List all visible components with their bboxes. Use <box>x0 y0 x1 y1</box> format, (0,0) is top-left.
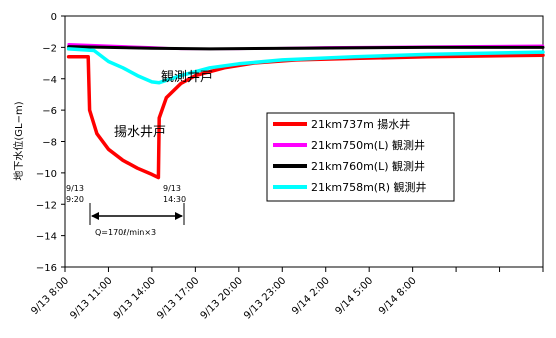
x-tick-label: 9/13 11:00 <box>68 275 114 321</box>
legend-box <box>266 112 455 202</box>
y-tick-label: −10 <box>36 169 57 180</box>
y-tick-label: −12 <box>36 200 57 211</box>
series-line <box>67 45 545 51</box>
x-tick-label: 9/13 23:00 <box>242 275 288 321</box>
annotation-arrowhead-left <box>91 212 99 220</box>
x-tick-label: 9/13 14:00 <box>112 275 158 321</box>
x-tick-label: 9/14 2:00 <box>290 275 332 317</box>
annotation-flow-rate: Q=170ℓ/min×3 <box>95 228 156 237</box>
series-line <box>66 47 545 85</box>
x-tick-label: 9/13 17:00 <box>155 275 201 321</box>
y-tick-label: −8 <box>42 138 57 149</box>
legend: 21km737m 揚水井 21km750m(L) 観測井 21km760m(L) 観… <box>266 112 455 202</box>
y-tick-label: 0 <box>51 12 57 23</box>
series-layer <box>66 42 545 180</box>
annotation-arrowhead-right <box>175 212 183 220</box>
x-tick-label: 9/13 20:00 <box>199 275 245 321</box>
y-axis-label: 地下水位(GL−m) <box>12 101 25 180</box>
annotation-start-time: 9:20 <box>66 195 84 204</box>
legend-entry: 21km758m(R) 観測井 <box>311 180 427 194</box>
y-tick-label: −14 <box>36 232 57 243</box>
y-tick-label: −6 <box>42 106 57 117</box>
y-axis-ticks: 0 −2 −4 −6 −8 −10 −12 −14 −16 <box>36 12 65 274</box>
annotation-start-date: 9/13 <box>66 184 84 193</box>
legend-entry: 21km737m 揚水井 <box>311 117 410 131</box>
x-tick-label: 9/14 5:00 <box>334 275 376 317</box>
y-tick-label: −4 <box>42 75 57 86</box>
annotation-observation-well: 観測井戸 <box>161 70 213 85</box>
x-tick-label: 9/13 8:00 <box>29 275 71 317</box>
legend-entry: 21km760m(L) 観測井 <box>311 159 425 173</box>
annotation-end-time: 14:30 <box>163 195 186 204</box>
x-axis-ticks: 9/13 8:009/13 11:009/13 14:009/13 17:009… <box>29 267 544 322</box>
annotation-pumping-well: 揚水井戸 <box>114 124 166 140</box>
y-tick-label: −16 <box>36 263 57 274</box>
annotation-end-date: 9/13 <box>163 184 181 193</box>
y-tick-label: −2 <box>42 43 57 54</box>
x-tick-label: 9/14 8:00 <box>377 275 419 317</box>
legend-entry: 21km750m(L) 観測井 <box>311 138 425 152</box>
